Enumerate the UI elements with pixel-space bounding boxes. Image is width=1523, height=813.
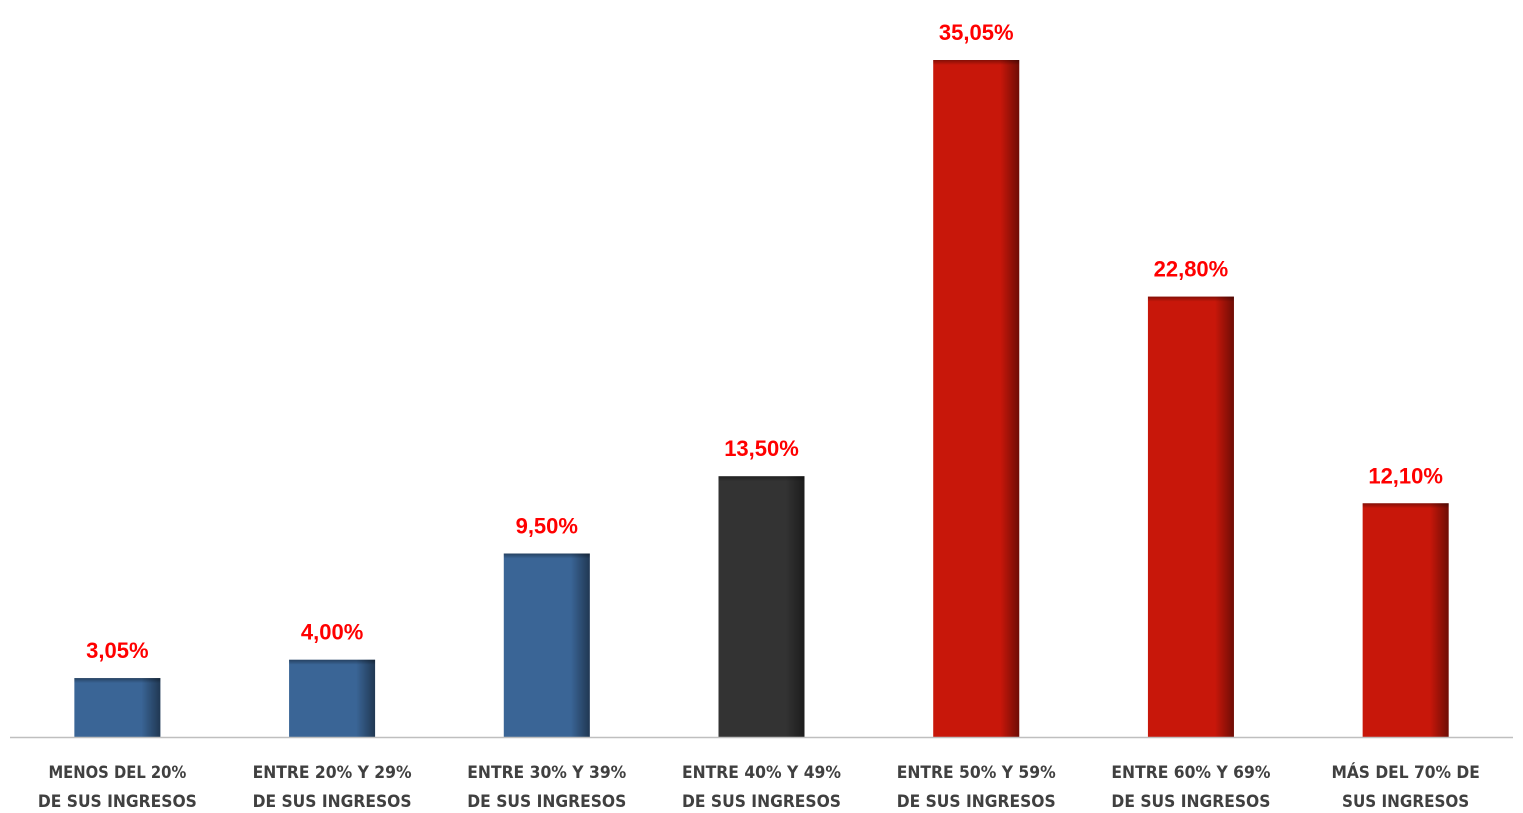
bar-side-shade	[933, 60, 1020, 737]
bar-top-shade	[718, 476, 805, 482]
data-label-6: 22,80%	[1154, 257, 1229, 282]
category-label-1-line-1: MENOS DEL 20%	[48, 763, 186, 783]
bar-top-shade	[933, 60, 1020, 65]
category-label-2-line-2: DE SUS INGRESOS	[253, 792, 412, 812]
category-label-1-line-2: DE SUS INGRESOS	[38, 792, 197, 812]
bar-side-shade	[718, 476, 805, 737]
bar-top-shade	[1362, 503, 1449, 509]
data-label-7: 12,10%	[1368, 463, 1443, 488]
bar-side-shade	[1362, 503, 1449, 737]
category-label-2-line-1: ENTRE 20% Y 29%	[253, 763, 412, 783]
data-label-2: 4,00%	[301, 620, 363, 645]
bar-side-shade	[289, 659, 376, 737]
bar-side-shade	[1147, 296, 1234, 737]
category-label-4-line-1: ENTRE 40% Y 49%	[682, 763, 841, 783]
bar-top-shade	[503, 553, 590, 559]
data-label-4: 13,50%	[724, 436, 799, 461]
bar-top-shade	[289, 659, 376, 665]
data-label-3: 9,50%	[516, 514, 578, 539]
bar-top-shade	[74, 678, 161, 684]
data-labels-group: 3,05% 4,00% 9,50% 13,50% 35,05% 22,80% 12,10%	[86, 20, 1443, 663]
category-label-3-line-2: DE SUS INGRESOS	[467, 792, 626, 812]
bar-1	[74, 678, 161, 737]
category-label-3-line-1: ENTRE 30% Y 39%	[467, 763, 626, 783]
category-label-4-line-2: DE SUS INGRESOS	[682, 792, 841, 812]
bar-top-shade	[1147, 296, 1234, 302]
bar-7	[1362, 503, 1449, 737]
data-label-5: 35,05%	[939, 20, 1014, 45]
bar-5	[933, 60, 1020, 737]
bar-2	[289, 659, 376, 737]
category-label-6-line-2: DE SUS INGRESOS	[1111, 792, 1270, 812]
bar-6	[1147, 296, 1234, 737]
category-label-7-line-1: MÁS DEL 70% DE	[1331, 761, 1479, 783]
category-label-5-line-1: ENTRE 50% Y 59%	[897, 763, 1056, 783]
bars-group	[74, 60, 1449, 737]
bar-3	[503, 553, 590, 737]
bar-4	[718, 476, 805, 737]
category-label-7-line-2: SUS INGRESOS	[1342, 792, 1469, 812]
data-label-1: 3,05%	[86, 638, 148, 663]
bar-side-shade	[74, 678, 161, 737]
category-label-5-line-2: DE SUS INGRESOS	[897, 792, 1056, 812]
category-labels-group: MENOS DEL 20% DE SUS INGRESOS ENTRE 20% Y …	[38, 761, 1480, 812]
category-label-6-line-1: ENTRE 60% Y 69%	[1111, 763, 1270, 783]
bar-side-shade	[503, 553, 590, 737]
